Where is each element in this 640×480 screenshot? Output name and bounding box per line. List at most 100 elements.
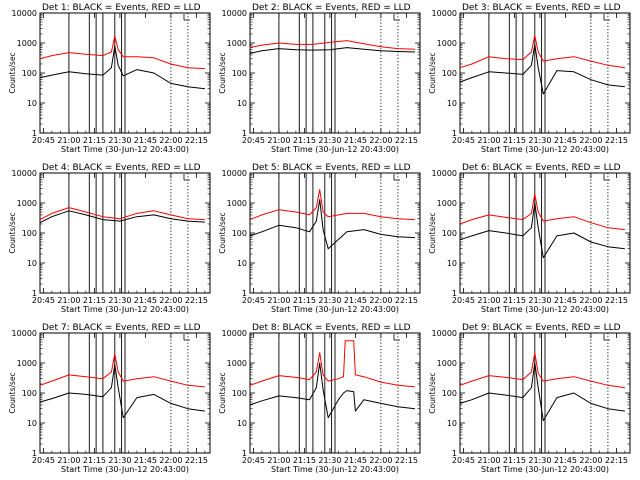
panel-title: Det 1: BLACK = Events, RED = LLD bbox=[42, 3, 201, 13]
series-line-events-black bbox=[459, 43, 625, 95]
x-axis-label: Start Time (30-Jun-12 20:43:00) bbox=[61, 465, 189, 474]
y-tick-label: 1 bbox=[452, 449, 457, 458]
legend-mark bbox=[603, 14, 610, 21]
x-tick-label: 22:00 bbox=[369, 296, 392, 305]
y-tick-label: 10 bbox=[237, 259, 247, 268]
x-tick-label: 21:00 bbox=[57, 136, 80, 145]
panel-det-6: Det 6: BLACK = Events, RED = LLD 1 10 100 10… bbox=[428, 163, 631, 314]
y-tick-label: 1000 bbox=[227, 359, 247, 368]
y-tick-label: 10 bbox=[447, 259, 457, 268]
panel-title: Det 3: BLACK = Events, RED = LLD bbox=[462, 3, 621, 13]
x-tick-label: 21:45 bbox=[344, 136, 367, 145]
x-tick-label: 21:00 bbox=[267, 456, 290, 465]
series-line-events-black bbox=[39, 210, 205, 224]
series-line-events-black bbox=[249, 199, 415, 250]
x-tick-label: 21:00 bbox=[477, 296, 500, 305]
y-tick-label: 100 bbox=[442, 229, 457, 238]
x-tick-label: 22:15 bbox=[395, 456, 418, 465]
x-tick-label: 21:45 bbox=[554, 136, 577, 145]
x-axis-label: Start Time (30-Jun-12 20:43:00) bbox=[481, 305, 609, 314]
x-axis-label: Start Time (30-Jun-12 20:43:00) bbox=[481, 465, 609, 474]
x-axis-label: Start Time (30-Jun-12 20:43:00) bbox=[481, 145, 609, 154]
x-tick-label: 22:00 bbox=[369, 456, 392, 465]
x-axis-label: Start Time (30-Jun-12 20:43:00) bbox=[271, 465, 399, 474]
y-axis-label: Counts/sec bbox=[218, 212, 227, 253]
x-tick-label: 20:45 bbox=[32, 456, 55, 465]
x-tick-label: 22:00 bbox=[579, 136, 602, 145]
x-tick-label: 20:45 bbox=[452, 136, 475, 145]
x-tick-label: 21:15 bbox=[503, 456, 526, 465]
x-tick-label: 21:45 bbox=[134, 456, 157, 465]
y-tick-label: 100 bbox=[232, 229, 247, 238]
y-tick-label: 10 bbox=[27, 419, 37, 428]
legend-mark bbox=[603, 334, 610, 341]
y-tick-label: 10 bbox=[27, 99, 37, 108]
y-tick-label: 10000 bbox=[222, 169, 247, 178]
y-tick-label: 100 bbox=[232, 69, 247, 78]
x-tick-label: 21:15 bbox=[503, 296, 526, 305]
panel-title: Det 8: BLACK = Events, RED = LLD bbox=[252, 323, 411, 333]
x-tick-label: 20:45 bbox=[32, 296, 55, 305]
x-tick-label: 22:00 bbox=[579, 296, 602, 305]
legend-mark bbox=[393, 14, 400, 21]
x-axis-label: Start Time (30-Jun-12 20:43:00) bbox=[61, 305, 189, 314]
panel-title: Det 9: BLACK = Events, RED = LLD bbox=[462, 323, 621, 333]
y-tick-label: 10000 bbox=[432, 329, 457, 338]
y-tick-label: 1 bbox=[242, 289, 247, 298]
y-tick-label: 1 bbox=[242, 449, 247, 458]
x-tick-label: 21:00 bbox=[477, 136, 500, 145]
x-tick-label: 22:15 bbox=[395, 296, 418, 305]
series-line-lld-red bbox=[459, 352, 625, 389]
legend-mark bbox=[393, 334, 400, 341]
x-tick-label: 21:30 bbox=[108, 456, 131, 465]
y-tick-label: 1000 bbox=[227, 199, 247, 208]
y-axis-label: Counts/sec bbox=[8, 372, 17, 413]
series-line-lld-red bbox=[39, 35, 205, 70]
y-tick-label: 10000 bbox=[12, 169, 37, 178]
x-tick-label: 21:15 bbox=[83, 136, 106, 145]
legend-mark bbox=[603, 174, 610, 181]
legend-mark bbox=[183, 14, 190, 21]
series-line-events-black bbox=[39, 45, 205, 90]
series-line-lld-red bbox=[39, 207, 205, 221]
y-tick-label: 10000 bbox=[432, 169, 457, 178]
series-line-events-black bbox=[459, 202, 625, 259]
x-axis-label: Start Time (30-Jun-12 20:43:00) bbox=[271, 305, 399, 314]
x-tick-label: 22:15 bbox=[395, 136, 418, 145]
x-tick-label: 20:45 bbox=[452, 456, 475, 465]
y-tick-label: 1000 bbox=[437, 199, 457, 208]
y-tick-label: 10 bbox=[237, 99, 247, 108]
x-tick-label: 21:45 bbox=[344, 456, 367, 465]
y-tick-label: 1000 bbox=[17, 199, 37, 208]
legend-mark bbox=[183, 334, 190, 341]
x-tick-label: 21:45 bbox=[344, 296, 367, 305]
x-tick-label: 21:30 bbox=[318, 296, 341, 305]
y-tick-label: 10000 bbox=[12, 329, 37, 338]
x-tick-label: 20:45 bbox=[452, 296, 475, 305]
x-tick-label: 21:15 bbox=[293, 136, 316, 145]
x-tick-label: 21:15 bbox=[293, 456, 316, 465]
x-tick-label: 21:00 bbox=[57, 456, 80, 465]
x-tick-label: 22:15 bbox=[185, 136, 208, 145]
y-axis-label: Counts/sec bbox=[428, 52, 437, 93]
y-axis-label: Counts/sec bbox=[218, 372, 227, 413]
x-tick-label: 21:45 bbox=[554, 456, 577, 465]
x-tick-label: 21:15 bbox=[293, 296, 316, 305]
x-axis-label: Start Time (30-Jun-12 20:43:00) bbox=[271, 145, 399, 154]
y-tick-label: 100 bbox=[22, 69, 37, 78]
x-tick-label: 21:15 bbox=[503, 136, 526, 145]
series-line-lld-red bbox=[249, 40, 415, 50]
y-tick-label: 10000 bbox=[432, 9, 457, 18]
y-tick-label: 1 bbox=[32, 129, 37, 138]
x-tick-label: 21:30 bbox=[108, 296, 131, 305]
legend-mark bbox=[183, 174, 190, 181]
x-tick-label: 20:45 bbox=[242, 296, 265, 305]
x-tick-label: 21:30 bbox=[318, 456, 341, 465]
y-axis-label: Counts/sec bbox=[218, 52, 227, 93]
x-tick-label: 21:00 bbox=[57, 296, 80, 305]
y-tick-label: 10 bbox=[447, 419, 457, 428]
x-tick-label: 22:00 bbox=[369, 136, 392, 145]
x-tick-label: 21:30 bbox=[528, 456, 551, 465]
series-line-lld-red bbox=[249, 340, 415, 388]
